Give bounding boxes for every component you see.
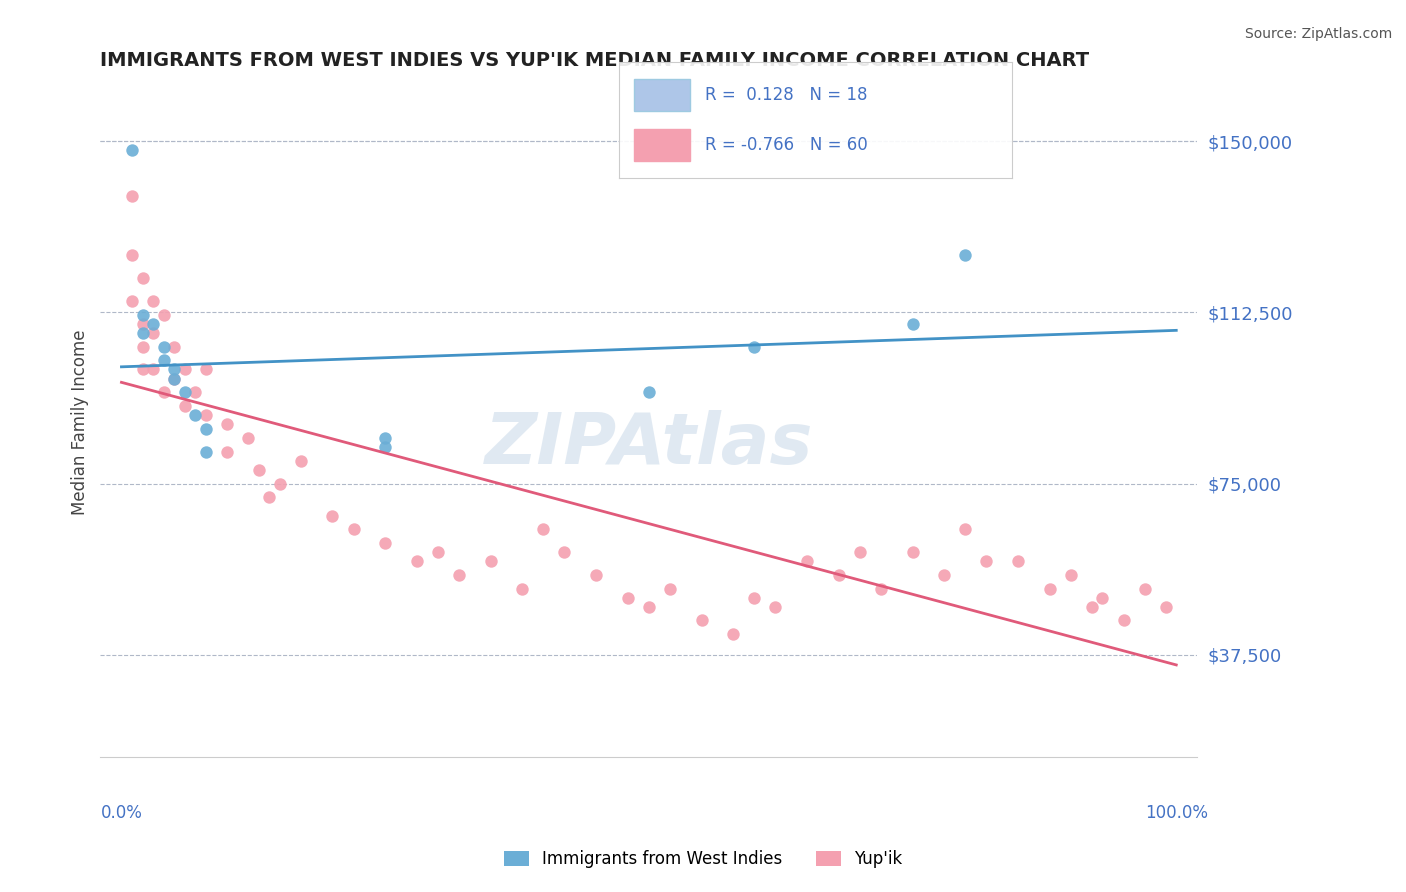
Point — [131, 317, 153, 331]
Point — [121, 293, 143, 308]
Point — [321, 508, 343, 523]
Text: 100.0%: 100.0% — [1144, 805, 1208, 822]
Point — [934, 567, 956, 582]
Point — [1060, 567, 1083, 582]
Point — [1112, 614, 1135, 628]
Point — [870, 582, 893, 596]
Point — [152, 340, 174, 354]
Point — [342, 522, 364, 536]
Point — [163, 371, 186, 385]
Point — [426, 545, 449, 559]
Point — [955, 248, 977, 262]
Point — [131, 326, 153, 340]
Point — [374, 536, 396, 550]
Point — [152, 308, 174, 322]
Point — [531, 522, 554, 536]
Point — [173, 399, 195, 413]
Point — [1133, 582, 1156, 596]
Point — [131, 340, 153, 354]
Point — [194, 444, 217, 458]
Point — [447, 567, 470, 582]
Point — [637, 385, 659, 400]
Text: IMMIGRANTS FROM WEST INDIES VS YUP'IK MEDIAN FAMILY INCOME CORRELATION CHART: IMMIGRANTS FROM WEST INDIES VS YUP'IK ME… — [100, 51, 1090, 70]
Point — [585, 567, 607, 582]
Point — [163, 340, 186, 354]
Legend: Immigrants from West Indies, Yup'ik: Immigrants from West Indies, Yup'ik — [498, 844, 908, 875]
FancyBboxPatch shape — [634, 128, 689, 161]
Text: 0.0%: 0.0% — [100, 805, 142, 822]
Point — [723, 627, 745, 641]
Point — [616, 591, 638, 605]
Point — [849, 545, 872, 559]
Point — [1007, 554, 1029, 568]
Point — [173, 385, 195, 400]
Y-axis label: Median Family Income: Median Family Income — [72, 329, 89, 515]
Point — [744, 591, 766, 605]
Point — [163, 371, 186, 385]
Point — [955, 522, 977, 536]
Point — [121, 248, 143, 262]
Point — [152, 353, 174, 368]
Point — [1081, 599, 1104, 614]
Point — [637, 599, 659, 614]
Point — [163, 362, 186, 376]
Point — [828, 567, 851, 582]
Point — [194, 422, 217, 436]
Point — [479, 554, 502, 568]
Point — [194, 408, 217, 422]
Point — [215, 444, 238, 458]
Text: R = -0.766   N = 60: R = -0.766 N = 60 — [706, 136, 868, 153]
Point — [173, 362, 195, 376]
Point — [121, 144, 143, 158]
Point — [131, 271, 153, 285]
Point — [976, 554, 998, 568]
Text: ZIPAtlas: ZIPAtlas — [485, 410, 813, 479]
Point — [142, 293, 165, 308]
Point — [257, 490, 280, 504]
Point — [142, 317, 165, 331]
Point — [374, 440, 396, 454]
Point — [121, 189, 143, 203]
FancyBboxPatch shape — [634, 78, 689, 112]
Point — [510, 582, 533, 596]
Point — [215, 417, 238, 432]
Point — [142, 326, 165, 340]
Point — [1154, 599, 1177, 614]
Point — [184, 385, 207, 400]
Point — [901, 317, 924, 331]
Point — [1091, 591, 1114, 605]
Point — [690, 614, 713, 628]
Point — [901, 545, 924, 559]
Point — [184, 408, 207, 422]
Point — [405, 554, 427, 568]
Point — [553, 545, 575, 559]
Point — [374, 431, 396, 445]
Point — [796, 554, 818, 568]
Point — [658, 582, 681, 596]
Point — [236, 431, 259, 445]
Point — [290, 454, 312, 468]
Point — [269, 476, 291, 491]
Point — [142, 362, 165, 376]
Point — [247, 463, 270, 477]
Point — [1039, 582, 1062, 596]
Text: R =  0.128   N = 18: R = 0.128 N = 18 — [706, 86, 868, 103]
Point — [194, 362, 217, 376]
Point — [131, 362, 153, 376]
Point — [744, 340, 766, 354]
Text: Source: ZipAtlas.com: Source: ZipAtlas.com — [1244, 27, 1392, 41]
Point — [152, 385, 174, 400]
Point — [131, 308, 153, 322]
Point — [765, 599, 787, 614]
